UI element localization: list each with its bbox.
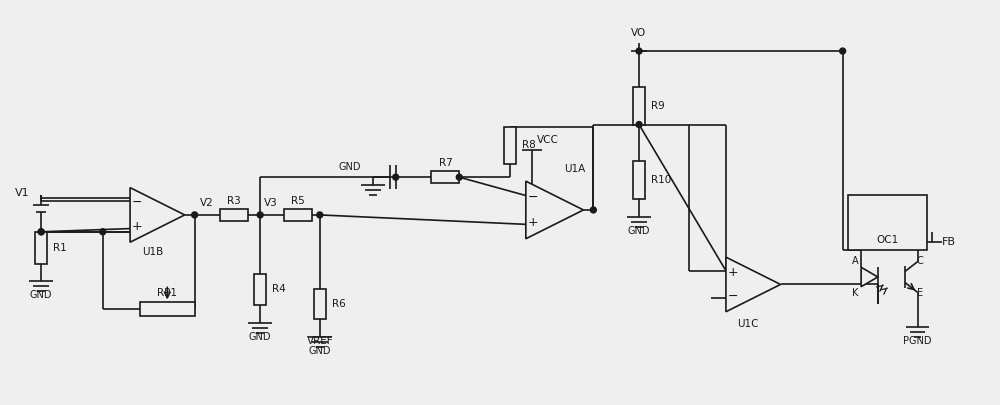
Text: OC1: OC1: [876, 235, 898, 245]
Text: R3: R3: [227, 196, 241, 206]
Circle shape: [393, 174, 399, 180]
Text: R7: R7: [439, 158, 452, 168]
Text: C: C: [916, 256, 923, 266]
Text: PGND: PGND: [903, 336, 932, 346]
Bar: [284, 209, 312, 221]
Bar: [140, 302, 195, 316]
Text: GND: GND: [628, 226, 650, 236]
Bar: [35, 232, 47, 264]
Polygon shape: [130, 188, 185, 242]
Bar: [431, 171, 459, 183]
Text: R4: R4: [272, 284, 286, 294]
Text: GND: GND: [30, 290, 52, 301]
Circle shape: [192, 212, 198, 218]
Text: FB: FB: [942, 237, 956, 247]
Text: U1C: U1C: [738, 319, 759, 329]
Circle shape: [636, 48, 642, 54]
Circle shape: [38, 229, 44, 235]
Circle shape: [456, 174, 462, 180]
Text: −: −: [132, 196, 142, 209]
Bar: [220, 209, 248, 221]
Text: R1: R1: [53, 243, 67, 253]
Circle shape: [257, 212, 263, 218]
Circle shape: [636, 122, 642, 128]
Bar: [504, 126, 516, 164]
Text: +: +: [132, 220, 142, 233]
Circle shape: [38, 229, 44, 235]
Bar: [314, 290, 326, 319]
Bar: [633, 87, 645, 125]
Polygon shape: [726, 257, 781, 312]
Text: V1: V1: [15, 188, 29, 198]
Text: R8: R8: [522, 141, 536, 150]
Text: R9: R9: [651, 101, 665, 111]
Text: GND: GND: [338, 162, 361, 172]
Text: R5: R5: [291, 196, 305, 206]
Text: U1B: U1B: [142, 247, 163, 257]
Bar: [633, 161, 645, 199]
Polygon shape: [861, 267, 878, 287]
Text: RP1: RP1: [157, 288, 177, 298]
Text: GND: GND: [249, 332, 271, 342]
Text: K: K: [852, 288, 858, 298]
Text: V2: V2: [200, 198, 213, 208]
Text: U1A: U1A: [565, 164, 586, 174]
Circle shape: [590, 207, 596, 213]
Text: −: −: [528, 191, 538, 204]
Text: GND: GND: [308, 346, 331, 356]
Text: A: A: [852, 256, 858, 266]
Bar: [254, 273, 266, 305]
Text: −: −: [728, 290, 738, 303]
Polygon shape: [526, 181, 583, 239]
Circle shape: [840, 48, 846, 54]
Text: +: +: [527, 216, 538, 229]
Text: VO: VO: [631, 28, 647, 38]
Bar: [848, 195, 927, 249]
Text: R10: R10: [651, 175, 671, 185]
Text: V3: V3: [264, 198, 278, 208]
Text: E: E: [917, 288, 923, 298]
Text: +: +: [728, 266, 738, 279]
Text: VCC: VCC: [537, 135, 559, 145]
Text: VREF: VREF: [306, 336, 333, 346]
Text: R6: R6: [332, 299, 345, 309]
Circle shape: [317, 212, 323, 218]
Circle shape: [100, 229, 106, 235]
